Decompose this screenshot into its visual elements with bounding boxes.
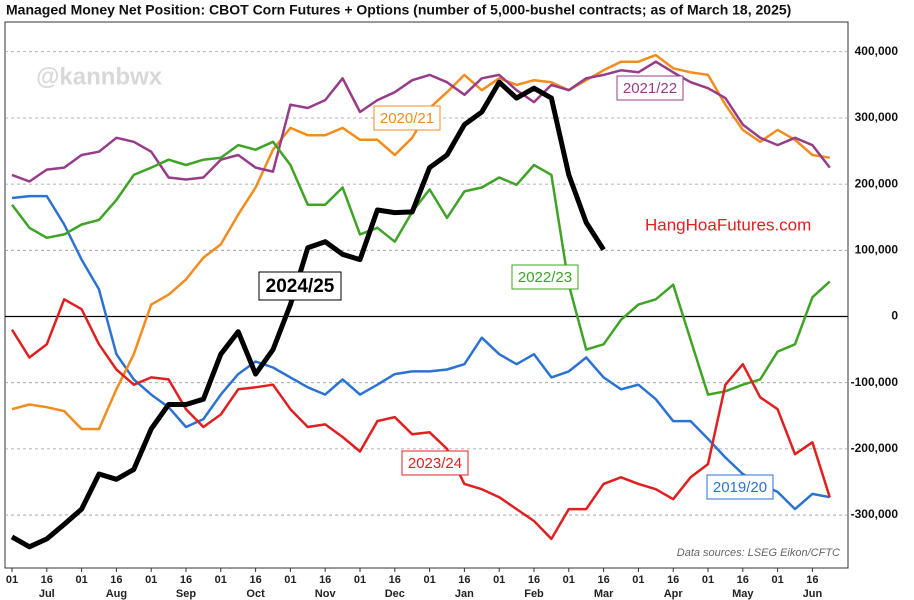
x-tick-label: 01 <box>702 574 714 586</box>
x-tick-label: 01 <box>423 574 435 586</box>
series-label: 2024/25 <box>258 271 342 301</box>
y-tick-label: 0 <box>891 309 898 323</box>
month-label: Jan <box>455 588 474 600</box>
series-label-text: 2021/22 <box>623 80 677 97</box>
series-label: 2022/23 <box>511 264 579 290</box>
x-tick-label: 01 <box>6 574 18 586</box>
x-tick-label: 01 <box>632 574 644 586</box>
month-label: Mar <box>594 588 614 600</box>
x-tick-label: 16 <box>667 574 679 586</box>
y-tick-label: -300,000 <box>851 507 899 521</box>
series-label: 2019/20 <box>706 474 774 500</box>
series-line <box>11 60 831 183</box>
month-label: Apr <box>664 588 684 600</box>
x-tick-label: 16 <box>528 574 540 586</box>
series-line <box>10 79 606 550</box>
x-tick-label: 16 <box>597 574 609 586</box>
month-label: Jun <box>803 588 823 600</box>
month-label: May <box>732 588 754 600</box>
x-tick-label: 01 <box>771 574 783 586</box>
y-tick-label: -100,000 <box>851 375 899 389</box>
series-line <box>10 298 831 541</box>
series-label-text: 2022/23 <box>518 269 572 286</box>
series-line <box>11 140 831 396</box>
series-label-box <box>616 75 684 101</box>
x-tick-label: 16 <box>806 574 818 586</box>
series-label-box <box>373 105 441 131</box>
month-label: Dec <box>385 588 405 600</box>
x-tick-label: 16 <box>41 574 53 586</box>
series-label-text: 2019/20 <box>713 479 767 496</box>
series-label-text: 2023/24 <box>408 455 462 472</box>
source-note: Data sources: LSEG Eikon/CFTC <box>677 547 840 559</box>
x-tick-label: 01 <box>354 574 366 586</box>
y-tick-label: 200,000 <box>855 176 899 190</box>
x-tick-label: 01 <box>563 574 575 586</box>
series-line <box>11 194 831 511</box>
series-label: 2021/22 <box>616 75 684 101</box>
y-tick-label: 100,000 <box>855 242 899 256</box>
x-tick-label: 16 <box>249 574 261 586</box>
x-tick-label: 16 <box>110 574 122 586</box>
series-label: 2020/21 <box>373 105 441 131</box>
x-tick-label: 16 <box>389 574 401 586</box>
month-label: Feb <box>524 588 544 600</box>
month-label: Sep <box>176 588 196 600</box>
x-tick-label: 01 <box>75 574 87 586</box>
series-label-box <box>511 264 579 290</box>
x-tick-label: 16 <box>180 574 192 586</box>
series-label: 2023/24 <box>401 450 469 476</box>
month-label: Nov <box>315 588 337 600</box>
month-label: Oct <box>246 588 265 600</box>
x-tick-label: 01 <box>145 574 157 586</box>
x-tick-label: 01 <box>284 574 296 586</box>
plot-frame <box>4 21 849 569</box>
x-tick-label: 16 <box>319 574 331 586</box>
x-tick-label: 01 <box>493 574 505 586</box>
series-label-text: 2024/25 <box>266 276 335 297</box>
x-tick-label: 01 <box>215 574 227 586</box>
x-tick-label: 16 <box>737 574 749 586</box>
x-tick-label: 16 <box>458 574 470 586</box>
series-label-box <box>706 474 774 500</box>
series-label-text: 2020/21 <box>380 110 434 127</box>
series-label-box <box>401 450 469 476</box>
y-tick-label: 300,000 <box>855 110 899 124</box>
chart-title: Managed Money Net Position: CBOT Corn Fu… <box>6 2 791 18</box>
watermark: @kannbwx <box>36 63 163 90</box>
series-label-box <box>258 271 342 301</box>
month-label: Aug <box>106 588 127 600</box>
month-label: Jul <box>39 588 55 600</box>
site-label: HangHoaFutures.com <box>645 215 811 234</box>
y-tick-label: 400,000 <box>855 44 899 58</box>
y-tick-label: -200,000 <box>851 441 899 455</box>
